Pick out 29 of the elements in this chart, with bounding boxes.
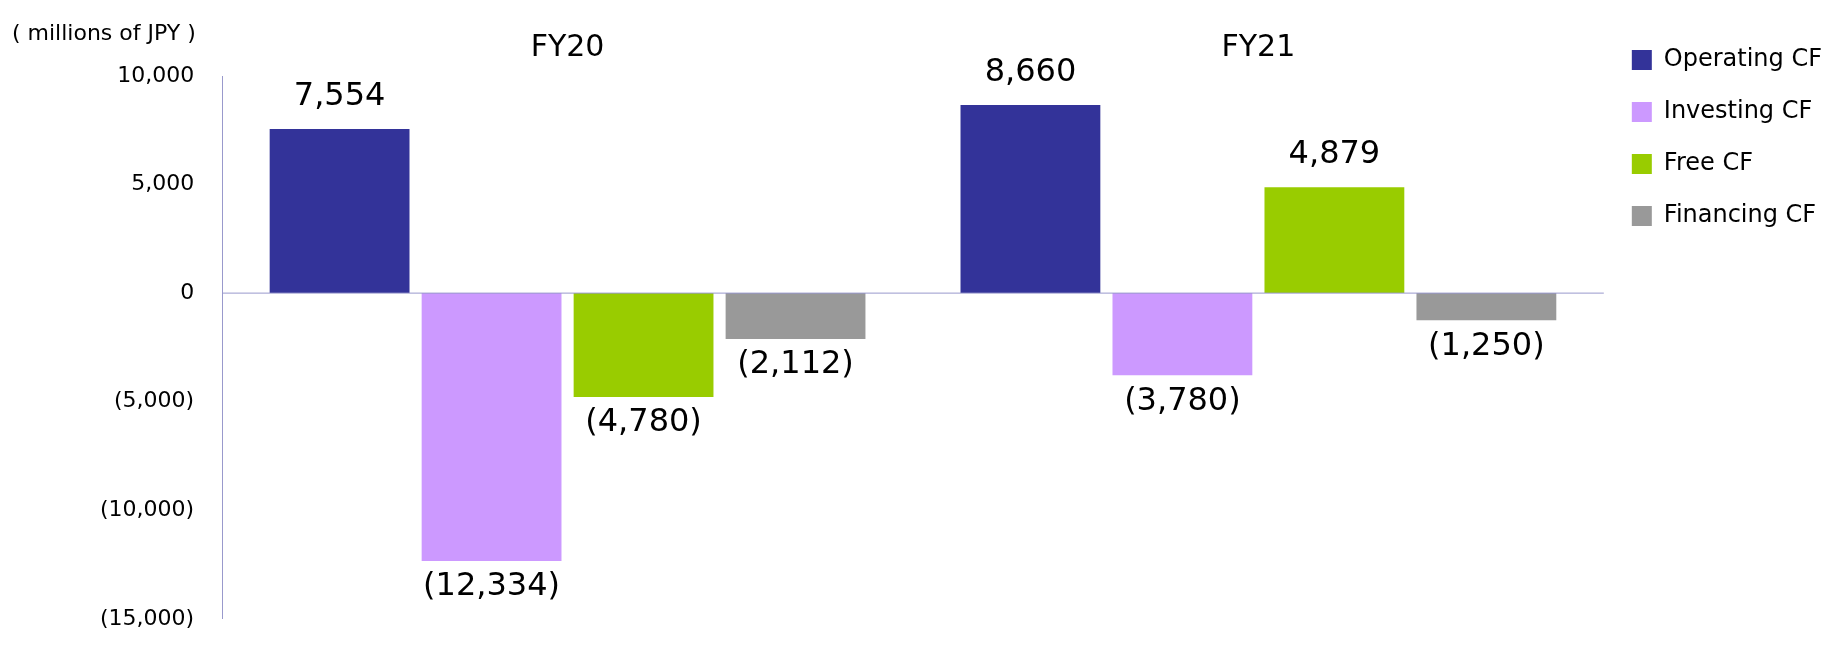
bar: [1112, 293, 1253, 376]
legend-label: Investing CF: [1663, 96, 1813, 125]
data-label: (2,112): [737, 343, 854, 382]
x-tick-label: FY21: [1221, 27, 1296, 63]
data-label: 7,554: [293, 75, 386, 114]
bar: [421, 293, 562, 561]
y-tick-label: 5,000: [131, 170, 195, 196]
bar: [1264, 187, 1405, 294]
data-label: (4,780): [585, 401, 702, 440]
legend-label: Free CF: [1663, 148, 1753, 177]
bar: [725, 293, 866, 339]
legend-label: Operating CF: [1663, 44, 1823, 73]
bar: [1416, 293, 1557, 321]
data-label: (3,780): [1124, 379, 1241, 418]
bar: [269, 129, 410, 294]
y-axis-title: ( millions of JPY ): [12, 20, 196, 45]
y-tick-label: (10,000): [99, 495, 195, 521]
y-tick-label: 10,000: [117, 61, 195, 87]
bar: [960, 105, 1101, 294]
legend-label: Financing CF: [1663, 200, 1817, 229]
y-tick-label: 0: [180, 278, 195, 304]
y-tick-label: (15,000): [99, 604, 195, 630]
data-label: 4,879: [1288, 133, 1381, 172]
data-label: 8,660: [984, 51, 1077, 90]
bar: [573, 293, 714, 397]
x-tick-label: FY20: [530, 27, 605, 63]
data-label: (12,334): [423, 565, 561, 604]
y-tick-label: (5,000): [113, 387, 195, 413]
data-label: (1,250): [1428, 324, 1545, 363]
